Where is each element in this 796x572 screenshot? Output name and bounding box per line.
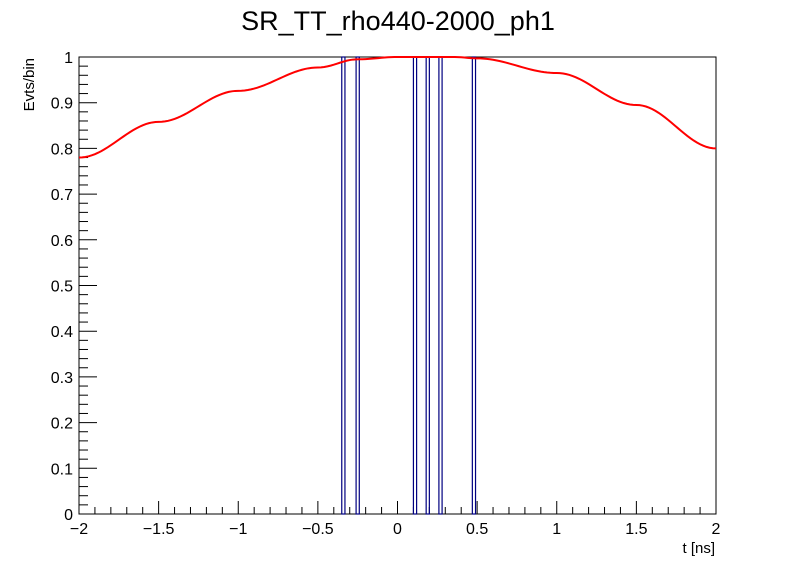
y-tick-label: 0.3 — [51, 370, 73, 387]
y-axis-title: Evts/bin — [21, 58, 38, 111]
x-tick-label: −2 — [70, 521, 88, 538]
y-tick-label: 0.7 — [51, 187, 73, 204]
histogram-bin — [438, 56, 443, 515]
x-axis-tick-labels: −2 −1.5 −1 −0.5 0 0.5 1 1.5 2 — [70, 521, 721, 538]
x-tick-label: 1.5 — [625, 521, 647, 538]
y-tick-label: 0.4 — [51, 324, 73, 341]
y-tick-label: 0.9 — [51, 96, 73, 113]
y-axis-ticks — [79, 56, 97, 515]
fit-curve — [78, 56, 717, 159]
histogram-bin — [471, 56, 477, 515]
y-tick-label: 0.6 — [51, 233, 73, 250]
x-tick-label: 0.5 — [466, 521, 488, 538]
histogram-bin — [355, 56, 360, 515]
histogram-bins — [341, 56, 477, 515]
x-tick-label: −0.5 — [302, 521, 334, 538]
x-tick-label: 2 — [712, 521, 721, 538]
y-tick-label: 0.5 — [51, 279, 73, 296]
y-axis-tick-labels: 0 0.1 0.2 0.3 0.4 0.5 0.6 0.7 0.8 0.9 1 — [51, 50, 73, 524]
y-tick-label: 0.8 — [51, 141, 73, 158]
plot-frame — [78, 56, 717, 515]
x-tick-label: −1 — [229, 521, 247, 538]
y-tick-label: 0.1 — [51, 461, 73, 478]
x-tick-label: −1.5 — [143, 521, 175, 538]
histogram-bin — [412, 56, 418, 515]
x-tick-label: 0 — [393, 521, 402, 538]
histogram-bin — [341, 56, 346, 515]
x-tick-label: 1 — [552, 521, 561, 538]
x-axis-ticks — [78, 501, 717, 514]
chart-title: SR_TT_rho440-2000_ph1 — [241, 6, 555, 36]
y-tick-label: 0 — [64, 507, 73, 524]
histogram-bin — [425, 56, 430, 515]
y-tick-label: 1 — [64, 50, 73, 67]
x-axis-title: t [ns] — [682, 540, 715, 557]
y-tick-label: 0.2 — [51, 416, 73, 433]
